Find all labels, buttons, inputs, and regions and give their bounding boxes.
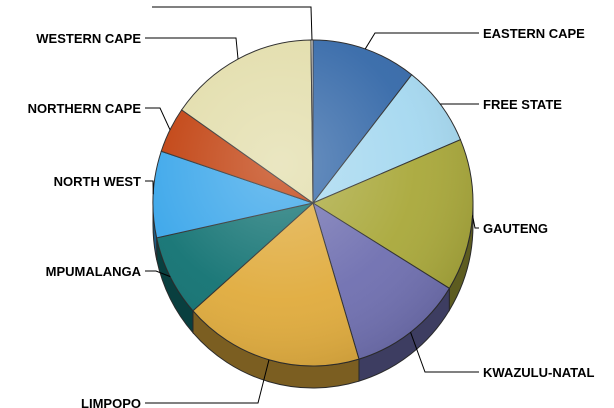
slice-label-western-cape: WESTERN CAPE <box>36 31 141 46</box>
leader-line-kwazulu-natal <box>410 332 479 373</box>
slice-labels: EASTERN CAPE FREE STATE GAUTENG KWAZULU-NAT… <box>28 26 595 408</box>
slice-label-kwazulu-natal: KWAZULU-NATAL <box>483 365 594 380</box>
slice-label-gauteng: GAUTENG <box>483 221 548 236</box>
slice-label-mpumalanga: MPUMALANGA <box>46 264 142 279</box>
slice-label-north-west: NORTH WEST <box>54 174 141 189</box>
slice-label-limpopo: LIMPOPO <box>81 396 141 408</box>
pie-slices <box>152 39 474 367</box>
leader-line-northern-cape <box>145 107 171 131</box>
leader-lines <box>145 6 479 404</box>
leader-line-western-cape <box>145 37 239 60</box>
leader-line-eastern-cape <box>364 32 479 50</box>
leader-line-limpopo <box>145 359 270 404</box>
leader-line-gauteng <box>472 215 479 229</box>
slice-label-northern-cape: NORTHERN CAPE <box>28 101 142 116</box>
slice-label-eastern-cape: EASTERN CAPE <box>483 26 585 41</box>
leader-line-mpumalanga <box>145 270 171 278</box>
leader-line-north-west <box>145 180 154 195</box>
slice-label-free-state: FREE STATE <box>483 97 562 112</box>
leader-line-unlabeled <box>152 6 313 41</box>
